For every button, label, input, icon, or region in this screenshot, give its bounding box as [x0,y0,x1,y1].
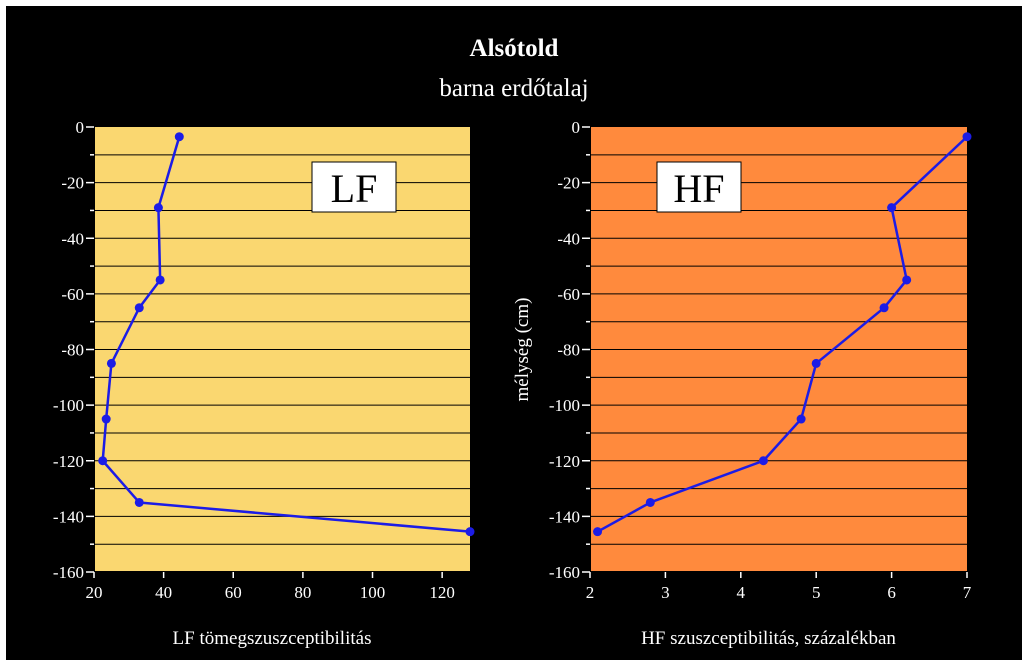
data-point [645,497,655,507]
data-point [887,203,897,213]
y-tick-label: -40 [61,229,84,248]
y-tick-label: -120 [549,452,580,471]
y-tick-label: -60 [557,285,580,304]
x-tick-label: 20 [86,583,103,602]
y-tick-label: -100 [549,396,580,415]
y-tick-label: -80 [61,341,84,360]
data-point [902,275,912,285]
y-tick-label: -160 [53,563,84,582]
y-tick-label: -140 [549,507,580,526]
x-tick-label: 60 [225,583,242,602]
data-point [962,132,972,142]
data-point [879,303,889,313]
data-point [796,414,806,424]
data-point [101,414,111,424]
x-tick-label: 2 [586,583,595,602]
chart-hf: 0 -20 -40 -60 -80 -100 -120 -140 -160 2 3 4 5 6 7 HF sz… [512,118,972,649]
y-axis-label: mélység (cm) [512,298,533,402]
data-point [758,456,768,466]
x-tick-label: 6 [887,583,896,602]
data-point [593,527,603,537]
x-tick-label: 80 [294,583,311,602]
data-point [155,275,165,285]
y-tick-label: -60 [61,285,84,304]
x-axis-label: LF tömegszuszceptibilitás [173,628,372,649]
y-tick-label: -100 [53,396,84,415]
data-point [106,358,116,368]
badge-box [656,161,742,213]
y-tick-label: -120 [53,452,84,471]
data-point [465,527,475,537]
data-point [811,358,821,368]
figure-title: Alsótold [470,35,559,62]
y-tick-label: 0 [572,118,581,137]
x-tick-label: 40 [155,583,172,602]
data-point [98,456,108,466]
x-tick-label: 5 [812,583,821,602]
x-tick-label: 4 [737,583,746,602]
y-tick-label: -140 [53,507,84,526]
figure-subtitle: barna erdőtalaj [439,75,588,102]
data-point [134,497,144,507]
badge-label: HF [673,166,724,211]
y-tick-label: -20 [61,174,84,193]
badge-box [311,161,397,213]
y-tick-label: 0 [76,118,85,137]
x-tick-label: 120 [429,583,455,602]
x-tick-label: 100 [360,583,386,602]
data-point [174,132,184,142]
data-point [134,303,144,313]
y-tick-label: -20 [557,174,580,193]
data-point [153,203,163,213]
x-tick-label: 3 [661,583,670,602]
y-tick-label: -80 [557,341,580,360]
y-tick-label: -160 [549,563,580,582]
x-axis-label: HF szuszceptibilitás, százalékban [641,628,896,649]
badge-label: LF [331,166,378,211]
x-tick-label: 7 [963,583,972,602]
y-tick-label: -40 [557,229,580,248]
